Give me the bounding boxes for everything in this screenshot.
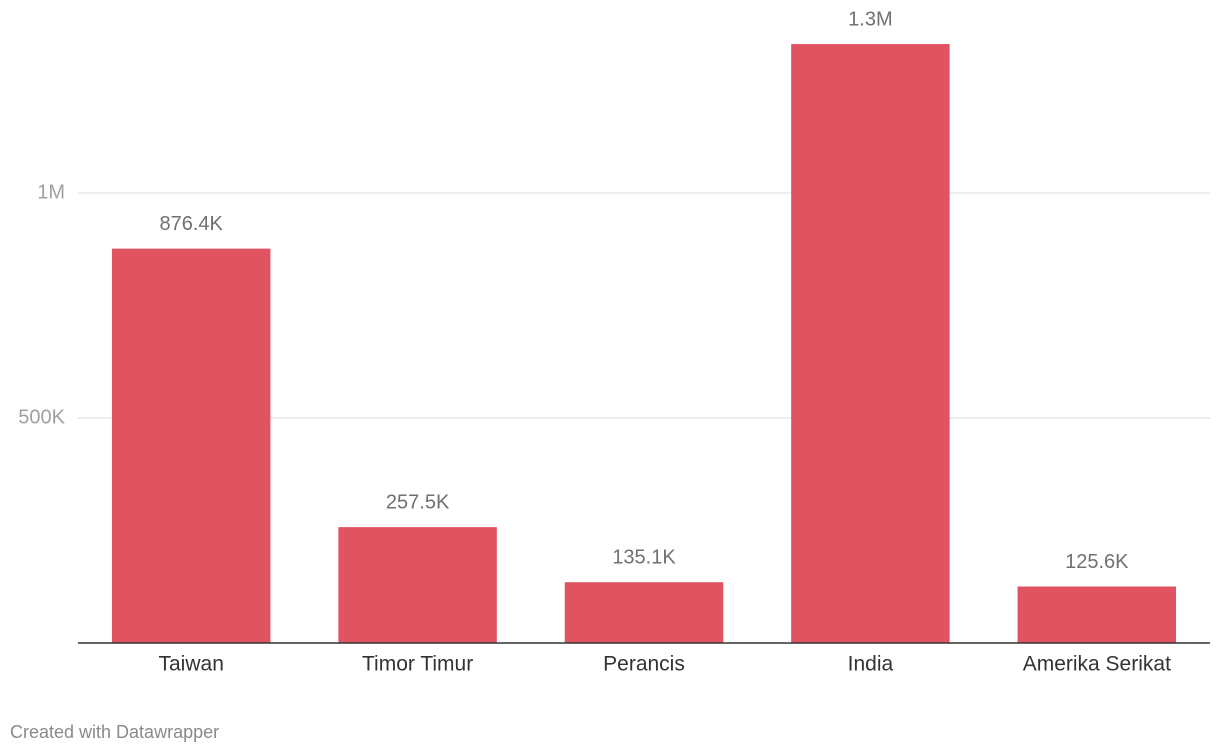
value-label: 1.3M xyxy=(848,8,892,30)
bar xyxy=(1017,586,1177,643)
x-tick-label: Taiwan xyxy=(159,653,224,676)
x-tick-label: India xyxy=(848,653,894,676)
value-label: 257.5K xyxy=(386,491,450,513)
y-tick-label: 500K xyxy=(18,406,65,428)
value-label: 135.1K xyxy=(612,546,676,568)
credit: Created with Datawrapper xyxy=(10,722,219,742)
value-label: 876.4K xyxy=(160,213,224,235)
bar xyxy=(338,527,497,643)
bar xyxy=(111,248,271,643)
bar xyxy=(564,582,724,643)
x-tick-label: Perancis xyxy=(603,653,685,676)
bar xyxy=(791,44,950,644)
x-tick-label: Amerika Serikat xyxy=(1023,653,1171,676)
x-tick-label: Timor Timur xyxy=(362,653,473,676)
value-label: 125.6K xyxy=(1065,551,1129,573)
y-tick-label: 1M xyxy=(37,181,65,203)
